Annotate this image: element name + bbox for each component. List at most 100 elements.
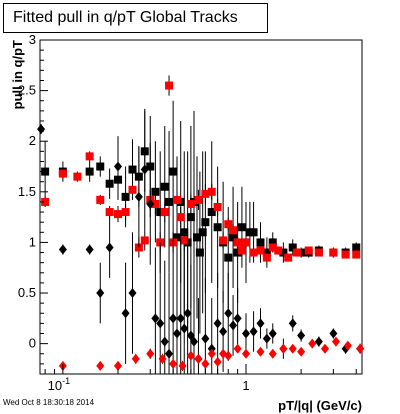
y-axis-label: pull in q/pT: [10, 40, 25, 109]
data-point-square: [128, 185, 137, 194]
footer-timestamp: Wed Oct 8 18:30:18 2014: [3, 398, 95, 407]
data-point-square: [304, 246, 313, 255]
data-point-square: [58, 169, 67, 178]
data-point-square: [73, 172, 82, 181]
data-point-diamond: [219, 326, 228, 337]
y-tick-label: 1: [29, 234, 36, 249]
data-point-diamond: [288, 343, 297, 354]
data-point-square: [165, 81, 174, 90]
data-point-square: [165, 197, 174, 206]
data-point-square: [256, 246, 265, 255]
data-point-diamond: [314, 336, 323, 347]
data-point-square: [176, 213, 185, 222]
y-tick-label: 2.5: [18, 83, 36, 98]
data-point-square: [329, 248, 338, 257]
data-point-square: [352, 250, 361, 259]
data-point-square: [249, 248, 258, 257]
x-axis-label: pT/|q| (GeV/c): [278, 398, 362, 413]
data-point-diamond: [297, 330, 306, 341]
y-tick-label: 1.5: [18, 184, 36, 199]
data-point-diamond: [297, 346, 306, 357]
chart-title: Fitted pull in q/pT Global Tracks: [3, 3, 268, 33]
data-point-square: [151, 199, 160, 208]
plot-border: [39, 39, 363, 375]
data-point-square: [160, 182, 169, 191]
data-point-square: [128, 165, 137, 174]
data-point-diamond: [158, 353, 167, 364]
data-point-diamond: [249, 326, 258, 337]
data-point-diamond: [186, 350, 195, 361]
data-point-diamond: [114, 161, 123, 172]
data-point-square: [279, 248, 288, 257]
data-point-square: [186, 199, 195, 208]
data-point-diamond: [308, 338, 317, 349]
data-point-diamond: [356, 343, 365, 354]
data-point-diamond: [151, 313, 160, 324]
data-point-square: [229, 226, 238, 235]
data-point-diamond: [201, 333, 210, 344]
data-point-diamond: [201, 358, 210, 369]
data-point-square: [173, 233, 182, 242]
data-point-square: [233, 248, 242, 257]
data-point-diamond: [320, 343, 329, 354]
plot-frame: [39, 39, 363, 375]
data-point-diamond: [146, 348, 155, 359]
data-point-diamond: [224, 350, 233, 361]
data-point-diamond: [213, 356, 222, 367]
data-point-diamond: [256, 318, 265, 329]
data-point-square: [198, 228, 207, 237]
data-point-square: [169, 167, 178, 176]
series-black-square: [41, 100, 361, 334]
data-point-square: [114, 210, 123, 219]
data-point-diamond: [146, 198, 155, 209]
series-black-diamond: [37, 108, 365, 374]
data-point-diamond: [37, 124, 46, 135]
data-point-square: [352, 243, 361, 252]
data-point-square: [284, 253, 293, 262]
data-point-square: [41, 167, 50, 176]
data-point-diamond: [329, 328, 338, 339]
data-point-square: [288, 243, 297, 252]
y-tick-label: 3: [29, 32, 36, 47]
data-point-diamond: [207, 348, 216, 359]
data-point-square: [105, 208, 114, 217]
data-point-diamond: [189, 336, 198, 347]
series-red-square: [41, 75, 361, 262]
data-point-diamond: [288, 318, 297, 329]
data-point-diamond: [160, 336, 169, 347]
axis-layer: 0 0.5 1 1.5 2 2.5 3 10-1 1 pT/|q| (GeV/c) pull in …: [10, 32, 362, 413]
data-point-square: [85, 152, 94, 161]
data-point-diamond: [241, 328, 250, 339]
data-point-diamond: [85, 244, 94, 255]
y-tick-label: 0: [29, 336, 36, 351]
data-point-square: [268, 243, 277, 252]
data-point-diamond: [128, 288, 137, 299]
data-point-diamond: [233, 313, 242, 324]
data-point-diamond: [224, 308, 233, 319]
data-point-diamond: [114, 360, 123, 371]
data-point-square: [121, 208, 130, 217]
data-point-square: [96, 195, 105, 204]
data-point-square: [237, 223, 246, 232]
data-point-diamond: [58, 244, 67, 255]
y-tick-label: 0.5: [18, 285, 36, 300]
data-point-square: [224, 220, 233, 229]
data-point-square: [268, 238, 277, 247]
data-point-diamond: [183, 308, 192, 319]
series-red-diamond: [58, 336, 365, 371]
data-point-square: [173, 195, 182, 204]
data-point-square: [194, 195, 203, 204]
data-point-diamond: [140, 164, 149, 175]
data-point-square: [160, 208, 169, 217]
data-point-square: [229, 233, 238, 242]
data-point-square: [96, 162, 105, 171]
data-layer: [37, 75, 365, 374]
data-point-diamond: [169, 313, 178, 324]
data-point-diamond: [96, 288, 105, 299]
data-point-diamond: [169, 358, 178, 369]
data-point-diamond: [233, 343, 242, 354]
y-tick-label: 2: [29, 133, 36, 148]
data-point-square: [195, 248, 204, 257]
data-point-square: [201, 218, 210, 227]
